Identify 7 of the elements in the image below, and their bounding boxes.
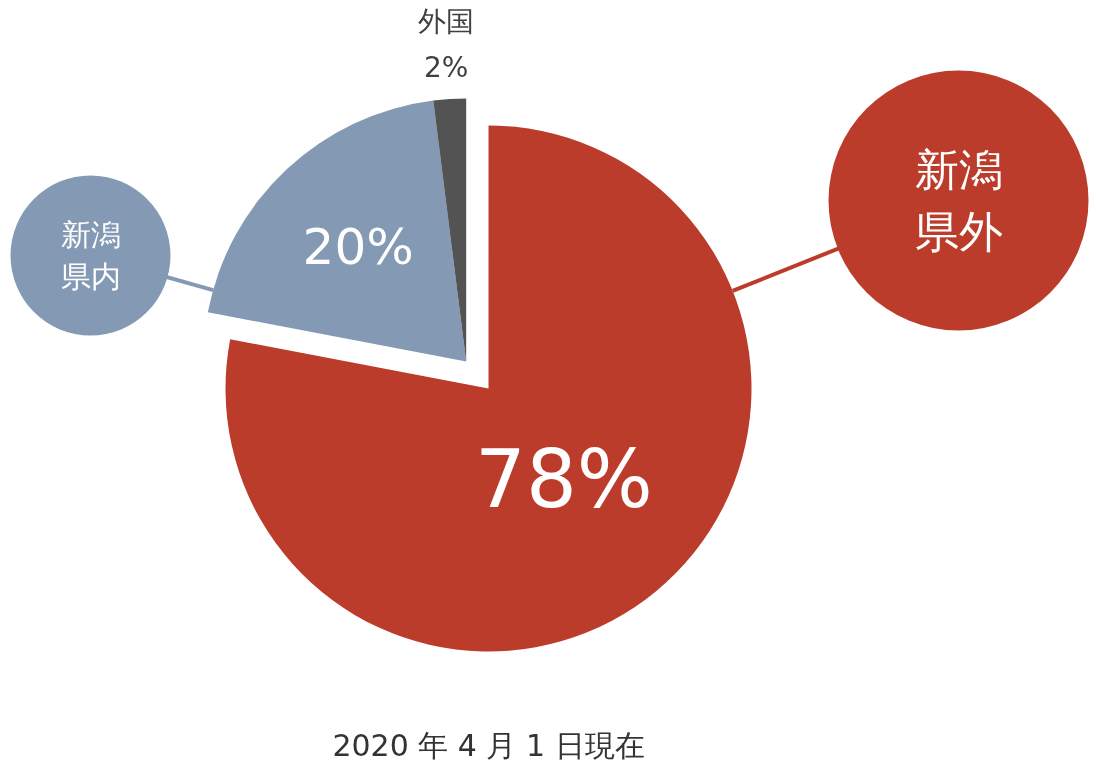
data-label: 20%: [302, 217, 414, 276]
text: 2020 年 4 月 1 日現在: [332, 728, 645, 763]
slice-label: 新潟県外: [914, 144, 1003, 257]
data-label: 2%: [424, 50, 469, 84]
slice-label: 外国: [418, 4, 475, 38]
data-label: 78%: [475, 433, 653, 527]
slice-label: 新潟県内: [60, 217, 121, 294]
